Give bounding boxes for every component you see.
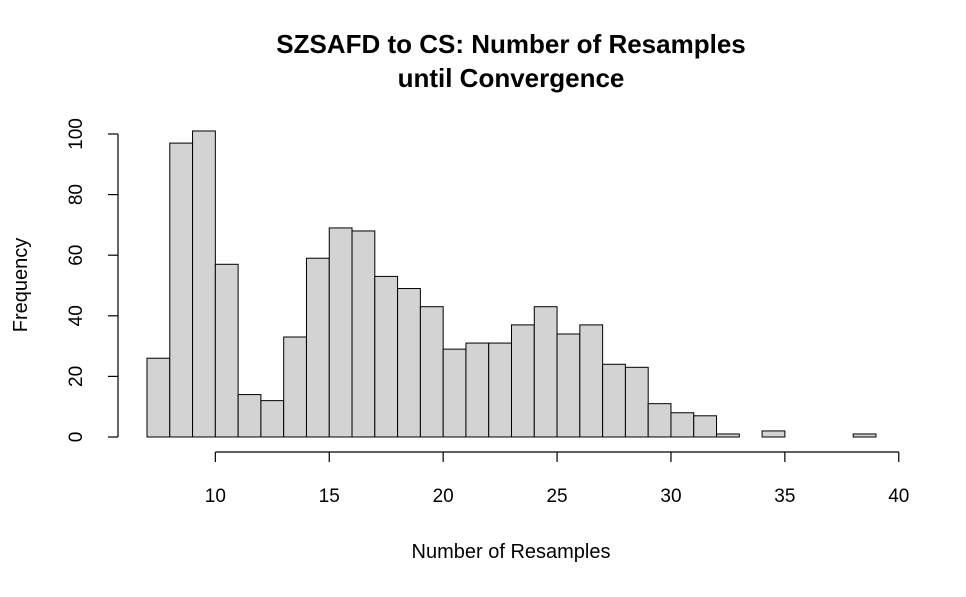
histogram-bar-13-14 — [283, 336, 307, 438]
chart-title-line-2: until Convergence — [398, 63, 625, 93]
y-tick-label-20: 20 — [66, 366, 87, 387]
y-axis-label: Frequency — [10, 238, 32, 333]
chart-title-line-1: SZSAFD to CS: Number of Resamples — [276, 29, 746, 59]
x-tick-label-30: 30 — [660, 486, 681, 507]
y-tick-label-0: 0 — [66, 432, 87, 443]
histogram-bar-19-20 — [419, 306, 444, 438]
chart-title: SZSAFD to CS: Number of Resamples until … — [276, 29, 746, 93]
histogram-bar-26-27 — [579, 324, 604, 438]
x-tick-label-25: 25 — [546, 486, 567, 507]
x-tick-label-10: 10 — [205, 486, 226, 507]
histogram-bar-7-8 — [146, 357, 171, 438]
histogram-bar-32-33 — [716, 433, 740, 438]
y-axis: 0 20 40 60 80 100 — [66, 118, 119, 443]
histogram-bar-21-22 — [465, 342, 490, 438]
histogram-bar-23-24 — [511, 324, 535, 438]
histogram-bars — [146, 130, 877, 438]
histogram-bar-17-18 — [374, 275, 399, 438]
histogram-bar-29-30 — [647, 403, 672, 438]
histogram-bar-22-23 — [488, 342, 513, 438]
histogram-bar-31-32 — [693, 415, 718, 438]
histogram-bar-14-15 — [305, 257, 330, 438]
histogram-bar-28-29 — [624, 366, 649, 438]
histogram-bar-9-10 — [192, 130, 216, 438]
y-tick-label-80: 80 — [66, 184, 87, 205]
x-tick-label-20: 20 — [433, 486, 454, 507]
histogram-bar-16-17 — [351, 230, 376, 438]
histogram-bar-25-26 — [556, 333, 581, 438]
y-tick-label-40: 40 — [66, 305, 87, 326]
x-axis-label: Number of Resamples — [412, 541, 611, 563]
histogram-bar-11-12 — [237, 394, 262, 438]
histogram-bar-30-31 — [670, 412, 695, 438]
histogram-bar-8-9 — [169, 142, 194, 438]
x-tick-label-40: 40 — [888, 486, 909, 507]
histogram-bar-12-13 — [260, 400, 285, 438]
y-tick-label-100: 100 — [66, 118, 87, 150]
histogram-bar-15-16 — [328, 227, 353, 438]
histogram-bar-20-21 — [442, 348, 467, 438]
histogram-bar-38-39 — [852, 433, 877, 438]
x-axis: 10 15 20 25 30 35 40 — [205, 451, 909, 507]
x-tick-label-15: 15 — [319, 486, 340, 507]
histogram-bar-27-28 — [602, 363, 626, 438]
histogram-bar-24-25 — [533, 306, 558, 438]
y-tick-label-60: 60 — [66, 245, 87, 266]
x-tick-label-35: 35 — [774, 486, 795, 507]
histogram-bar-18-19 — [397, 288, 421, 438]
histogram-bar-10-11 — [214, 263, 239, 438]
histogram-bar-34-35 — [761, 430, 786, 438]
